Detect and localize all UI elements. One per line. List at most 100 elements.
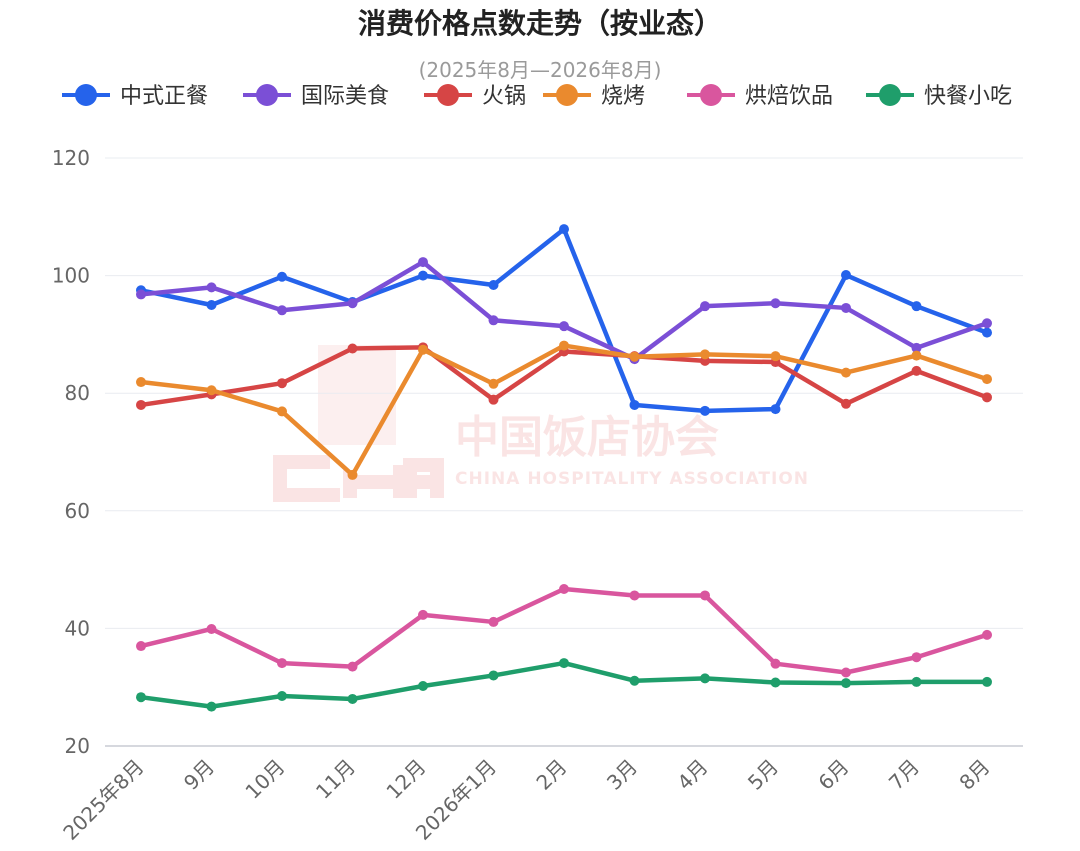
y-tick-label: 40 (65, 616, 90, 640)
data-point (136, 399, 146, 410)
legend-marker-icon (75, 84, 97, 106)
x-tick-label: 12月 (381, 755, 430, 804)
data-point (488, 670, 499, 681)
data-point (136, 692, 146, 703)
data-point (911, 350, 922, 361)
data-point (770, 298, 781, 309)
x-tick-label: 5月 (743, 755, 783, 795)
data-point (206, 623, 217, 634)
data-point (700, 590, 710, 601)
data-point (136, 641, 146, 652)
data-point (770, 351, 781, 362)
x-tick-label: 10月 (240, 755, 289, 804)
data-point (277, 406, 287, 417)
data-point (982, 318, 992, 329)
data-point (347, 693, 358, 704)
data-point (206, 300, 217, 310)
data-point (488, 378, 499, 389)
data-point (841, 678, 851, 689)
data-point (559, 658, 569, 669)
series-3 (136, 340, 992, 480)
x-tick-label: 8月 (954, 755, 994, 795)
x-tick-label: 4月 (672, 755, 712, 795)
data-point (629, 399, 640, 410)
legend-item-1: 国际美食 (243, 84, 389, 109)
data-point (277, 271, 287, 282)
x-tick-label: 6月 (813, 755, 853, 795)
data-point (418, 681, 428, 692)
watermark-logo-icon (273, 345, 444, 502)
y-tick-label: 100 (52, 264, 90, 288)
legend-label: 火锅 (482, 84, 526, 109)
data-point (911, 652, 922, 663)
data-point (136, 289, 146, 300)
legend-label: 烘焙饮品 (745, 84, 833, 109)
x-tick-label: 9月 (179, 755, 219, 795)
legend-item-0: 中式正餐 (62, 84, 208, 109)
legend-item-3: 烧烤 (543, 84, 645, 109)
data-point (559, 321, 569, 332)
legend-item-4: 烘焙饮品 (687, 84, 833, 109)
data-point (347, 469, 358, 480)
data-point (347, 343, 358, 354)
legend-label: 国际美食 (301, 84, 389, 109)
legend-item-2: 火锅 (424, 84, 526, 109)
chart-subtitle: (2025年8月—2026年8月) (419, 58, 662, 82)
data-point (629, 675, 640, 686)
series-5 (136, 658, 992, 712)
data-point (841, 398, 851, 409)
data-point (206, 385, 217, 396)
series-group (136, 224, 992, 712)
legend-marker-icon (879, 84, 901, 106)
data-point (559, 224, 569, 235)
legend-marker-icon (556, 84, 578, 106)
data-point (770, 658, 781, 669)
data-point (911, 301, 922, 312)
x-tick-label: 2025年8月 (58, 755, 148, 845)
data-point (488, 616, 499, 627)
y-tick-label: 120 (52, 146, 90, 170)
data-point (982, 676, 992, 687)
y-tick-label: 60 (65, 499, 90, 523)
watermark-english: CHINA HOSPITALITY ASSOCIATION (455, 469, 809, 489)
data-point (911, 342, 922, 353)
y-tick-label: 20 (65, 734, 90, 758)
series-2 (136, 342, 992, 410)
data-point (418, 344, 428, 355)
data-point (206, 701, 217, 712)
data-point (841, 367, 851, 378)
data-point (418, 609, 428, 620)
data-point (277, 691, 287, 702)
data-point (347, 661, 358, 672)
data-point (629, 351, 640, 362)
data-point (982, 629, 992, 640)
x-tick-label: 7月 (884, 755, 924, 795)
data-point (841, 667, 851, 678)
legend-label: 中式正餐 (120, 84, 208, 109)
data-point (347, 298, 358, 309)
data-point (770, 677, 781, 688)
data-point (982, 327, 992, 338)
data-point (770, 404, 781, 415)
y-tick-label: 80 (65, 381, 90, 405)
data-point (488, 280, 499, 291)
data-point (911, 676, 922, 687)
data-point (277, 658, 287, 669)
data-point (911, 365, 922, 376)
data-point (700, 301, 710, 312)
data-point (559, 584, 569, 595)
data-point (136, 377, 146, 388)
data-point (206, 282, 217, 293)
data-point (488, 394, 499, 405)
chart-title: 消费价格点数走势（按业态） (358, 7, 722, 40)
data-point (277, 378, 287, 389)
data-point (629, 590, 640, 601)
data-point (277, 305, 287, 316)
data-point (418, 257, 428, 268)
legend-marker-icon (437, 84, 459, 106)
data-point (700, 349, 710, 360)
legend-item-5: 快餐小吃 (866, 84, 1012, 109)
data-point (559, 340, 569, 351)
